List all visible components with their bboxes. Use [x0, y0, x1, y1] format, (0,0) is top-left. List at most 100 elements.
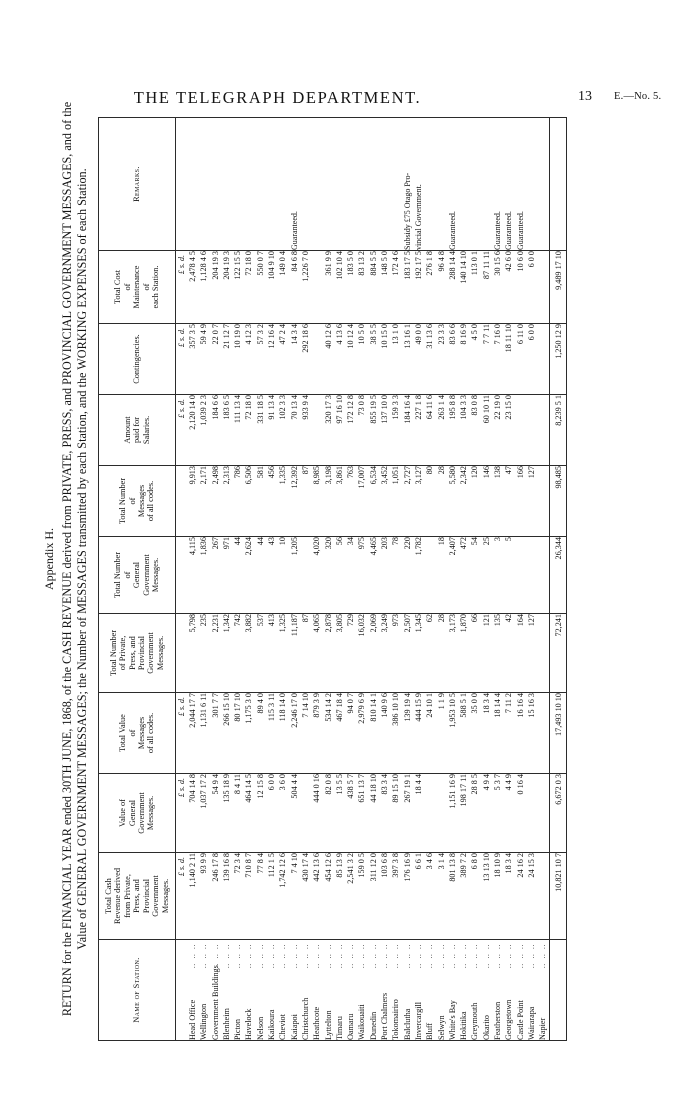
- cell-value_gov: 198 17 11: [458, 773, 470, 852]
- table-row: Port Chalmers ‥ ‥ ‥ 103 6 8 83 3 4 140 9 6 3,…: [379, 117, 391, 1040]
- cell-station: Government Buildings ‥ ‥ ‥: [209, 939, 221, 1040]
- cell-maintenance: 183 17 5: [401, 250, 413, 323]
- cell-contingencies: 12 16 4: [266, 323, 278, 394]
- cell-remarks: vincial Government.: [412, 117, 425, 250]
- cell-salaries: 8,239 5 1: [549, 394, 566, 465]
- cell-num_all: [537, 465, 549, 536]
- cell-value_all: 7 11 2: [503, 692, 515, 773]
- header-row: Name of Station. Total Cash Revenue deriv…: [98, 117, 176, 1040]
- cell-value_all: 80 17 10: [232, 692, 244, 773]
- cell-value_all: 266 15 10: [220, 692, 233, 773]
- table-row: Kaiapoi ‥ ‥ ‥ 7 4 10 504 4 4 2,246 17 0 11,18…: [288, 117, 300, 1040]
- cell-num_all: 2,727: [401, 465, 413, 536]
- cell-station: Waikouaiti ‥ ‥ ‥: [356, 939, 368, 1040]
- cell-value_all: 386 10 10: [390, 692, 402, 773]
- cell-contingencies: 1,250 12 9: [549, 323, 566, 394]
- cell-salaries: [311, 394, 323, 465]
- cell-num_gov: 1,205: [288, 536, 300, 613]
- cell-cash_revenue: 77 8 4: [254, 852, 267, 939]
- col-header-remarks: Remarks.: [98, 117, 176, 250]
- col-header-contingencies: Contingencies.: [98, 323, 176, 394]
- table-body: £ s. d. £ s. d. £ s. d. £ s. d. £ s. d. £ s. …: [175, 117, 566, 1040]
- cell-cash_revenue: 442 13 6: [311, 852, 323, 939]
- page-title: THE TELEGRAPH DEPARTMENT.: [133, 88, 422, 107]
- cell-remarks: Guaranteed.: [446, 117, 459, 250]
- table-row: Wellington ‥ ‥ ‥ 93 9 9 1,037 17 2 1,131 6 1…: [198, 117, 210, 1040]
- table-row: Hokitika ‥ ‥ ‥ 389 7 2 198 17 11 588 5 1 1,87…: [458, 117, 470, 1040]
- cell-salaries: 331 18 5: [254, 394, 267, 465]
- cell-num_private: 1,870: [458, 613, 470, 692]
- cell-num_private: 1,342: [220, 613, 233, 692]
- cell-num_private: 5,798: [187, 613, 199, 692]
- cell-maintenance: 87 11 11: [480, 250, 493, 323]
- cell-cash_revenue: 311 12 0: [367, 852, 380, 939]
- cell-remarks: [311, 117, 323, 250]
- cell-cash_revenue: 10,821 10 7: [549, 852, 566, 939]
- cell-num_all: 2,342: [458, 465, 470, 536]
- cell-num_private: 3,805: [333, 613, 346, 692]
- cell-num_private: 2,231: [209, 613, 221, 692]
- cell-cash_revenue: 13 13 10: [480, 852, 493, 939]
- cell-station: Greymouth ‥ ‥ ‥: [469, 939, 481, 1040]
- units-cell-num_all: [175, 465, 187, 536]
- cell-num_gov: 44: [254, 536, 267, 613]
- cell-station: Featherston ‥ ‥ ‥: [492, 939, 504, 1040]
- cell-station: Port Chalmers ‥ ‥ ‥: [379, 939, 391, 1040]
- table-row: Tokomairiro ‥ ‥ ‥ 397 3 8 89 15 10 386 10 10…: [390, 117, 402, 1040]
- units-cell-remarks: [175, 117, 187, 250]
- cell-value_all: 467 18 4: [333, 692, 346, 773]
- cell-cash_revenue: 18 3 4: [503, 852, 515, 939]
- cell-remarks: [266, 117, 278, 250]
- cell-value_gov: 438 5 7: [345, 773, 357, 852]
- cell-num_all: 581: [254, 465, 267, 536]
- cell-station: Wellington ‥ ‥ ‥: [198, 939, 210, 1040]
- cell-value_all: 17,493 10 10: [549, 692, 566, 773]
- cell-remarks: [187, 117, 199, 250]
- units-cell-contingencies: £ s. d.: [175, 323, 187, 394]
- cell-value_gov: 89 15 10: [390, 773, 402, 852]
- cell-num_all: 786: [232, 465, 244, 536]
- cell-contingencies: [311, 323, 323, 394]
- cell-num_private: [537, 613, 549, 692]
- cell-cash_revenue: 93 9 9: [198, 852, 210, 939]
- cell-num_private: 973: [390, 613, 402, 692]
- cell-cash_revenue: 1,742 12 6: [277, 852, 289, 939]
- cell-remarks: [525, 117, 538, 250]
- cell-num_gov: 78: [390, 536, 402, 613]
- units-cell-cash_revenue: £ s. d.: [175, 852, 187, 939]
- cell-value_all: [537, 692, 549, 773]
- cell-cash_revenue: 246 17 8: [209, 852, 221, 939]
- table-row: Head Office ‥ ‥ ‥ 1,140 2 11 704 14 8 2,044 …: [187, 117, 199, 1040]
- cell-num_gov: [537, 536, 549, 613]
- cell-value_all: 16 16 4: [514, 692, 526, 773]
- cell-station: Okarito ‥ ‥ ‥: [480, 939, 493, 1040]
- cell-salaries: 320 17 3: [322, 394, 334, 465]
- cell-salaries: 172 12 8: [345, 394, 357, 465]
- cell-value_gov: [537, 773, 549, 852]
- cell-contingencies: 13 16 1: [401, 323, 413, 394]
- cell-salaries: 159 3 3: [390, 394, 402, 465]
- cell-contingencies: 10 5 0: [356, 323, 368, 394]
- cell-value_all: 140 9 6: [379, 692, 391, 773]
- caption-line-2: Value of GENERAL GOVERNMENT MESSAGES; th…: [75, 167, 89, 950]
- cell-remarks: [333, 117, 346, 250]
- cell-num_all: 1,051: [390, 465, 402, 536]
- cell-maintenance: 84 6 8: [288, 250, 300, 323]
- cell-station: Hokitika ‥ ‥ ‥: [458, 939, 470, 1040]
- table-row: Invercargill ‥ ‥ ‥ 6 6 1 18 4 4 444 15 9 1,34…: [412, 117, 425, 1040]
- cell-contingencies: 292 18 6: [299, 323, 312, 394]
- cell-num_all: 9,913: [187, 465, 199, 536]
- cell-cash_revenue: 7 4 10: [288, 852, 300, 939]
- cell-num_private: 1,345: [412, 613, 425, 692]
- cell-contingencies: 8 16 9: [458, 323, 470, 394]
- cell-station: Wairarapa ‥ ‥ ‥: [525, 939, 538, 1040]
- cell-maintenance: 149 0 4: [277, 250, 289, 323]
- cell-num_gov: 44: [232, 536, 244, 613]
- units-cell-station: [175, 939, 187, 1040]
- cell-value_all: 2,246 17 0: [288, 692, 300, 773]
- cell-num_private: 87: [299, 613, 312, 692]
- col-header-value-all: Total Value of Messages of all codes.: [98, 692, 176, 773]
- cell-salaries: 184 16 4: [401, 394, 413, 465]
- cell-station: Kaiapoi ‥ ‥ ‥: [288, 939, 300, 1040]
